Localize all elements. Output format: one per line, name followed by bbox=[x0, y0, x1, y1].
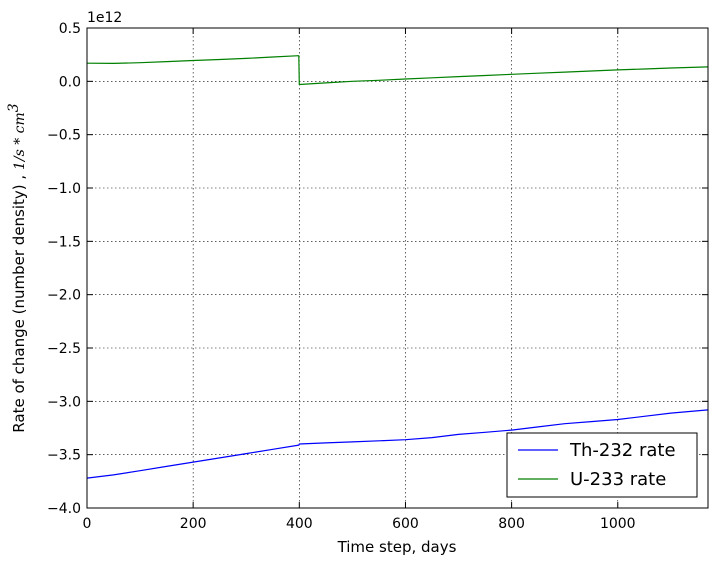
legend: Th-232 rate U-233 rate bbox=[506, 432, 698, 498]
series-lines bbox=[86, 55, 709, 479]
y-tick-label: −3.0 bbox=[47, 394, 81, 410]
y-axis-label-unit: 1/s * cm bbox=[12, 112, 28, 170]
series-line-th-232-rate bbox=[86, 409, 709, 479]
x-axis-label: Time step, days bbox=[337, 538, 457, 556]
y-tick-label: −1.0 bbox=[47, 181, 81, 197]
series-line-u-233-rate bbox=[86, 55, 709, 86]
axis-ticks: 0 200 400 600 800 1000 0.5 0.0 −0.5 −1.0 −1.5 −2.0 −… bbox=[47, 21, 708, 532]
x-tick-label: 200 bbox=[180, 516, 207, 532]
y-tick-label: −0.5 bbox=[47, 128, 81, 144]
y-tick-label: −4.0 bbox=[47, 501, 81, 517]
x-tick-label: 800 bbox=[498, 516, 525, 532]
y-tick-label: −2.0 bbox=[47, 288, 81, 304]
x-tick-label: 400 bbox=[286, 516, 313, 532]
legend-label-th232: Th-232 rate bbox=[569, 440, 676, 461]
y-offset-label: 1e12 bbox=[87, 10, 122, 26]
y-axis-label-text: Rate of change (number density) , bbox=[10, 170, 28, 433]
grid-lines bbox=[87, 28, 708, 508]
plot-area-frame bbox=[86, 27, 709, 509]
x-tick-label: 0 bbox=[83, 516, 92, 532]
x-tick-label: 600 bbox=[392, 516, 419, 532]
y-tick-label: −2.5 bbox=[47, 341, 81, 357]
x-tick-label: 1000 bbox=[600, 516, 636, 532]
y-tick-label: −1.5 bbox=[47, 234, 81, 250]
y-axis-label: Rate of change (number density) , 1/s * … bbox=[6, 103, 28, 433]
legend-box bbox=[506, 432, 698, 498]
y-tick-label: −3.5 bbox=[47, 448, 81, 464]
y-axis-label-unit-exponent: 3 bbox=[6, 103, 22, 112]
legend-label-u233: U-233 rate bbox=[570, 469, 666, 490]
y-tick-label: 0.0 bbox=[59, 74, 81, 90]
y-tick-label: 0.5 bbox=[59, 21, 81, 37]
